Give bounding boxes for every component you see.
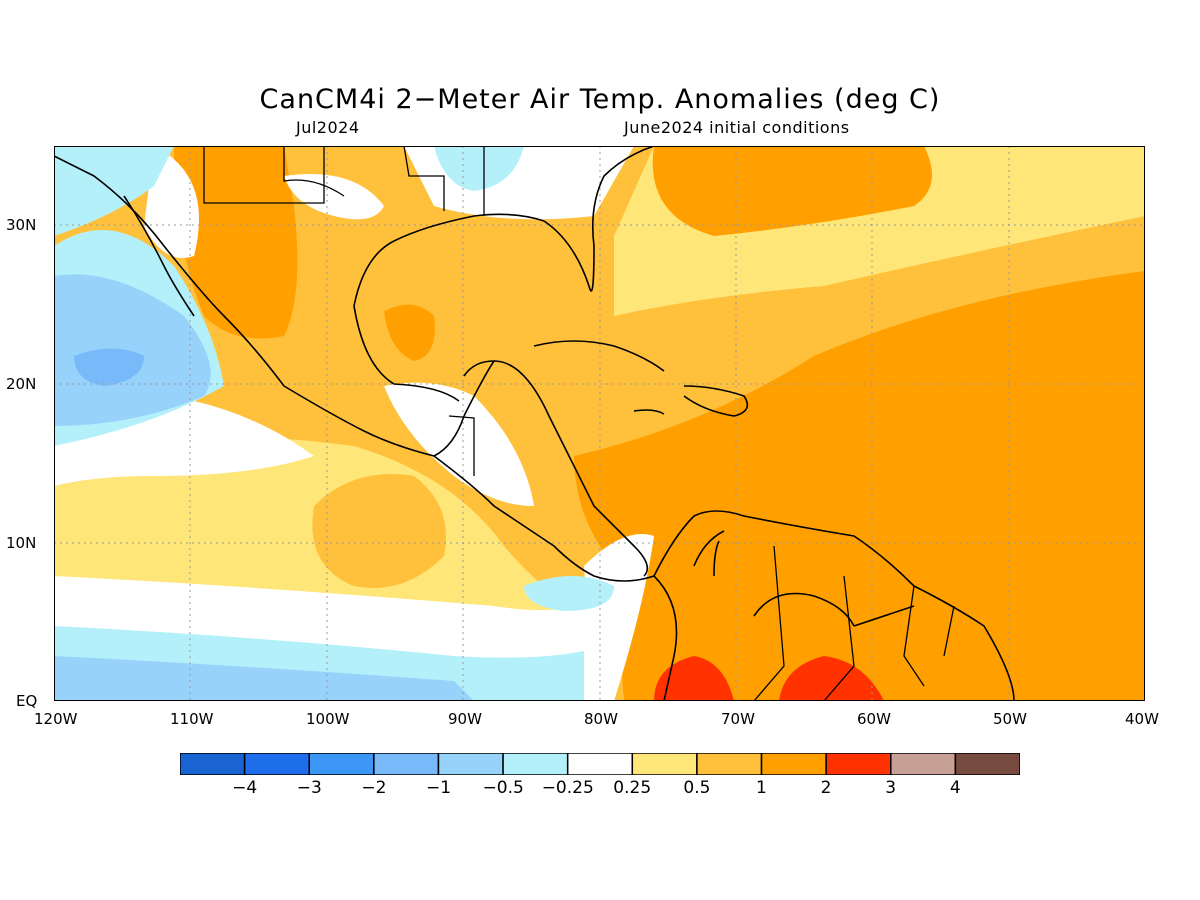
colorbar-label: 3 (885, 778, 897, 798)
colorbar-swatch (180, 753, 246, 775)
anomaly-map (54, 146, 1145, 701)
gridlines (54, 146, 1145, 701)
colorbar-swatch (954, 753, 1020, 775)
lat-label-10n: 10N (6, 534, 37, 552)
colorbar-label: 0.25 (613, 778, 652, 798)
colorbar-swatch (890, 753, 957, 775)
colorbar-swatch (696, 753, 763, 775)
anomaly-shading (54, 146, 1145, 701)
lat-label-eq: EQ (16, 692, 38, 710)
colorbar-label: 0.5 (683, 778, 711, 798)
colorbar-label: −0.5 (482, 778, 524, 798)
lon-label-40w: 40W (1125, 710, 1159, 728)
colorbar-label: 1 (756, 778, 767, 798)
colorbar-swatch (760, 753, 827, 775)
lat-label-20n: 20N (6, 375, 37, 393)
colorbar-label: −3 (296, 778, 322, 798)
lon-label-90w: 90W (448, 710, 482, 728)
lon-label-110w: 110W (170, 710, 214, 728)
map-title: CanCM4i 2−Meter Air Temp. Anomalies (deg… (259, 84, 941, 115)
colorbar-swatch (373, 753, 440, 775)
colorbar-swatch (825, 753, 892, 775)
colorbar-swatch (308, 753, 375, 775)
lon-label-70w: 70W (721, 710, 755, 728)
colorbar-swatch (566, 753, 634, 775)
lon-label-60w: 60W (857, 710, 891, 728)
coastlines (54, 146, 1015, 701)
valid-month-label: Jul2024 (296, 118, 360, 137)
colorbar-label: −4 (232, 778, 258, 798)
colorbar-label: 2 (820, 778, 832, 798)
colorbar-swatch (243, 753, 310, 775)
lon-label-100w: 100W (306, 710, 350, 728)
colorbar-label: −1 (425, 778, 452, 798)
colorbar-swatch (437, 753, 504, 775)
colorbar-label: 4 (949, 778, 961, 798)
colorbar-swatch (502, 753, 569, 775)
colorbar-swatch (631, 753, 698, 775)
lat-label-30n: 30N (6, 216, 37, 234)
colorbar (180, 753, 1020, 775)
initial-conditions-label: June2024 initial conditions (624, 118, 850, 137)
lon-label-120w: 120W (34, 710, 78, 728)
country-borders (203, 146, 955, 701)
lon-label-50w: 50W (993, 710, 1027, 728)
lon-label-80w: 80W (584, 710, 618, 728)
colorbar-label: −2 (361, 778, 387, 798)
colorbar-label: −0.25 (541, 778, 594, 798)
